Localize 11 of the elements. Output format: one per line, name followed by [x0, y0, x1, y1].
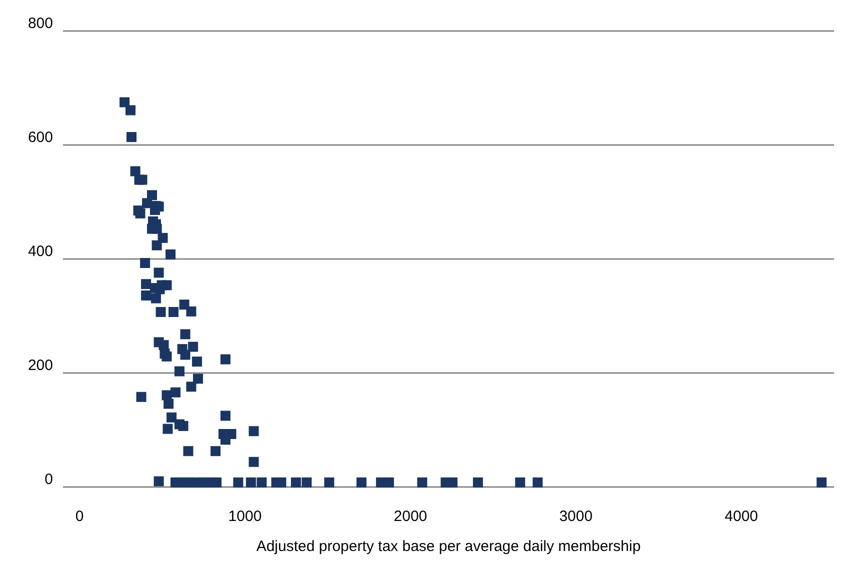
x-tick-label: 3000: [559, 508, 593, 525]
x-tick-label: 2000: [394, 508, 428, 525]
y-tick-label: 800: [28, 15, 53, 32]
x-tick-label: 1000: [228, 508, 262, 525]
x-axis-title: Adjusted property tax base per average daily membership: [256, 538, 641, 555]
y-tick-label: 600: [28, 129, 53, 146]
x-tick-label: 0: [75, 508, 84, 525]
y-tick-label: 0: [44, 471, 53, 488]
y-tick-label: 400: [28, 243, 53, 260]
x-tick-label: 4000: [724, 508, 758, 525]
y-tick-label: 200: [28, 357, 53, 374]
